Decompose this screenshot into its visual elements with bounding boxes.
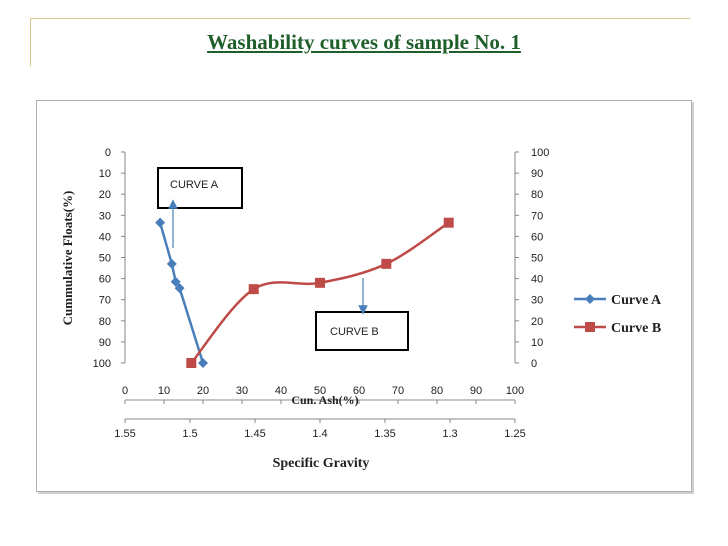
curve-a-point <box>198 358 208 368</box>
left-axis-tick: 70 <box>99 295 111 307</box>
left-axis-tick: 100 <box>93 358 111 370</box>
curve-a-line <box>158 222 205 364</box>
curve-b-callout-label: CURVE B <box>330 326 379 338</box>
left-axis-tick: 60 <box>99 274 111 286</box>
ash-axis-tick: 70 <box>392 385 404 397</box>
sg-axis-title: Specific Gravity <box>273 456 370 471</box>
left-axis-tick: 0 <box>105 147 111 159</box>
curve-b-point <box>248 284 259 295</box>
ash-axis-tick: 100 <box>506 385 524 397</box>
right-axis-tick: 10 <box>531 337 543 349</box>
curve-b-legend-marker <box>585 322 595 332</box>
ash-axis-tick: 30 <box>236 385 248 397</box>
curve-b-legend-label: Curve B <box>611 321 661 336</box>
right-axis-tick: 0 <box>531 358 537 370</box>
ash-axis-tick: 40 <box>275 385 287 397</box>
right-axis-tick: 50 <box>531 253 543 265</box>
left-axis-title: Cummulative Floats(%) <box>60 191 75 326</box>
curve-a-point <box>170 276 181 287</box>
left-axis-tick: 90 <box>99 337 111 349</box>
ash-axis-tick: 10 <box>158 385 170 397</box>
sg-axis-tick: 1.55 <box>114 428 135 440</box>
sg-axis-tick: 1.4 <box>312 428 327 440</box>
right-axis-tick: 70 <box>531 210 543 222</box>
curve-b-point <box>315 277 325 288</box>
sg-axis-tick: 1.25 <box>504 428 525 440</box>
left-axis-tick: 40 <box>99 231 111 243</box>
curve-a-callout-label: CURVE A <box>170 179 219 191</box>
right-axis-tick: 90 <box>531 168 543 180</box>
chart-area <box>36 100 692 492</box>
slide-frame-left <box>30 18 31 66</box>
curve-b-callout-box <box>315 311 409 351</box>
curve-a-legend-label: Curve A <box>611 293 662 308</box>
right-axis-tick: 60 <box>531 231 543 243</box>
left-axis-tick: 50 <box>99 253 111 265</box>
sg-axis-tick: 1.3 <box>442 428 457 440</box>
slide-title: Washability curves of sample No. 1 <box>207 30 521 54</box>
ash-axis-tick: 80 <box>431 385 443 397</box>
left-axis-tick: 10 <box>99 168 111 180</box>
curve-b-point <box>186 358 197 368</box>
left-axis-tick: 30 <box>99 210 111 222</box>
right-axis-tick: 30 <box>531 295 543 307</box>
sg-axis-tick: 1.5 <box>182 428 197 440</box>
curve-a-legend-marker <box>585 294 595 304</box>
right-axis-tick: 40 <box>531 274 543 286</box>
right-axis-tick: 20 <box>531 316 543 328</box>
sg-axis-tick: 1.35 <box>374 428 395 440</box>
curve-a-point <box>155 217 166 228</box>
ash-axis-tick: 60 <box>353 385 365 397</box>
ash-axis-tick: 50 <box>314 385 326 397</box>
right-axis-tick: 80 <box>531 189 543 201</box>
right-axis-tick: 100 <box>531 147 549 159</box>
left-axis-tick: 20 <box>99 189 111 201</box>
curve-a-point <box>166 258 177 269</box>
curve-b-point <box>381 258 392 269</box>
slide-frame-top <box>30 18 690 19</box>
sg-axis-tick: 1.45 <box>244 428 265 440</box>
left-axis-tick: 80 <box>99 316 111 328</box>
ash-axis-title: Cun. Ash(%) <box>291 393 358 407</box>
ash-axis-tick: 90 <box>470 385 482 397</box>
curve-a-point <box>174 283 185 294</box>
curve-b-point <box>443 217 454 228</box>
ash-axis-tick: 20 <box>197 385 209 397</box>
ash-axis-tick: 0 <box>122 385 128 397</box>
